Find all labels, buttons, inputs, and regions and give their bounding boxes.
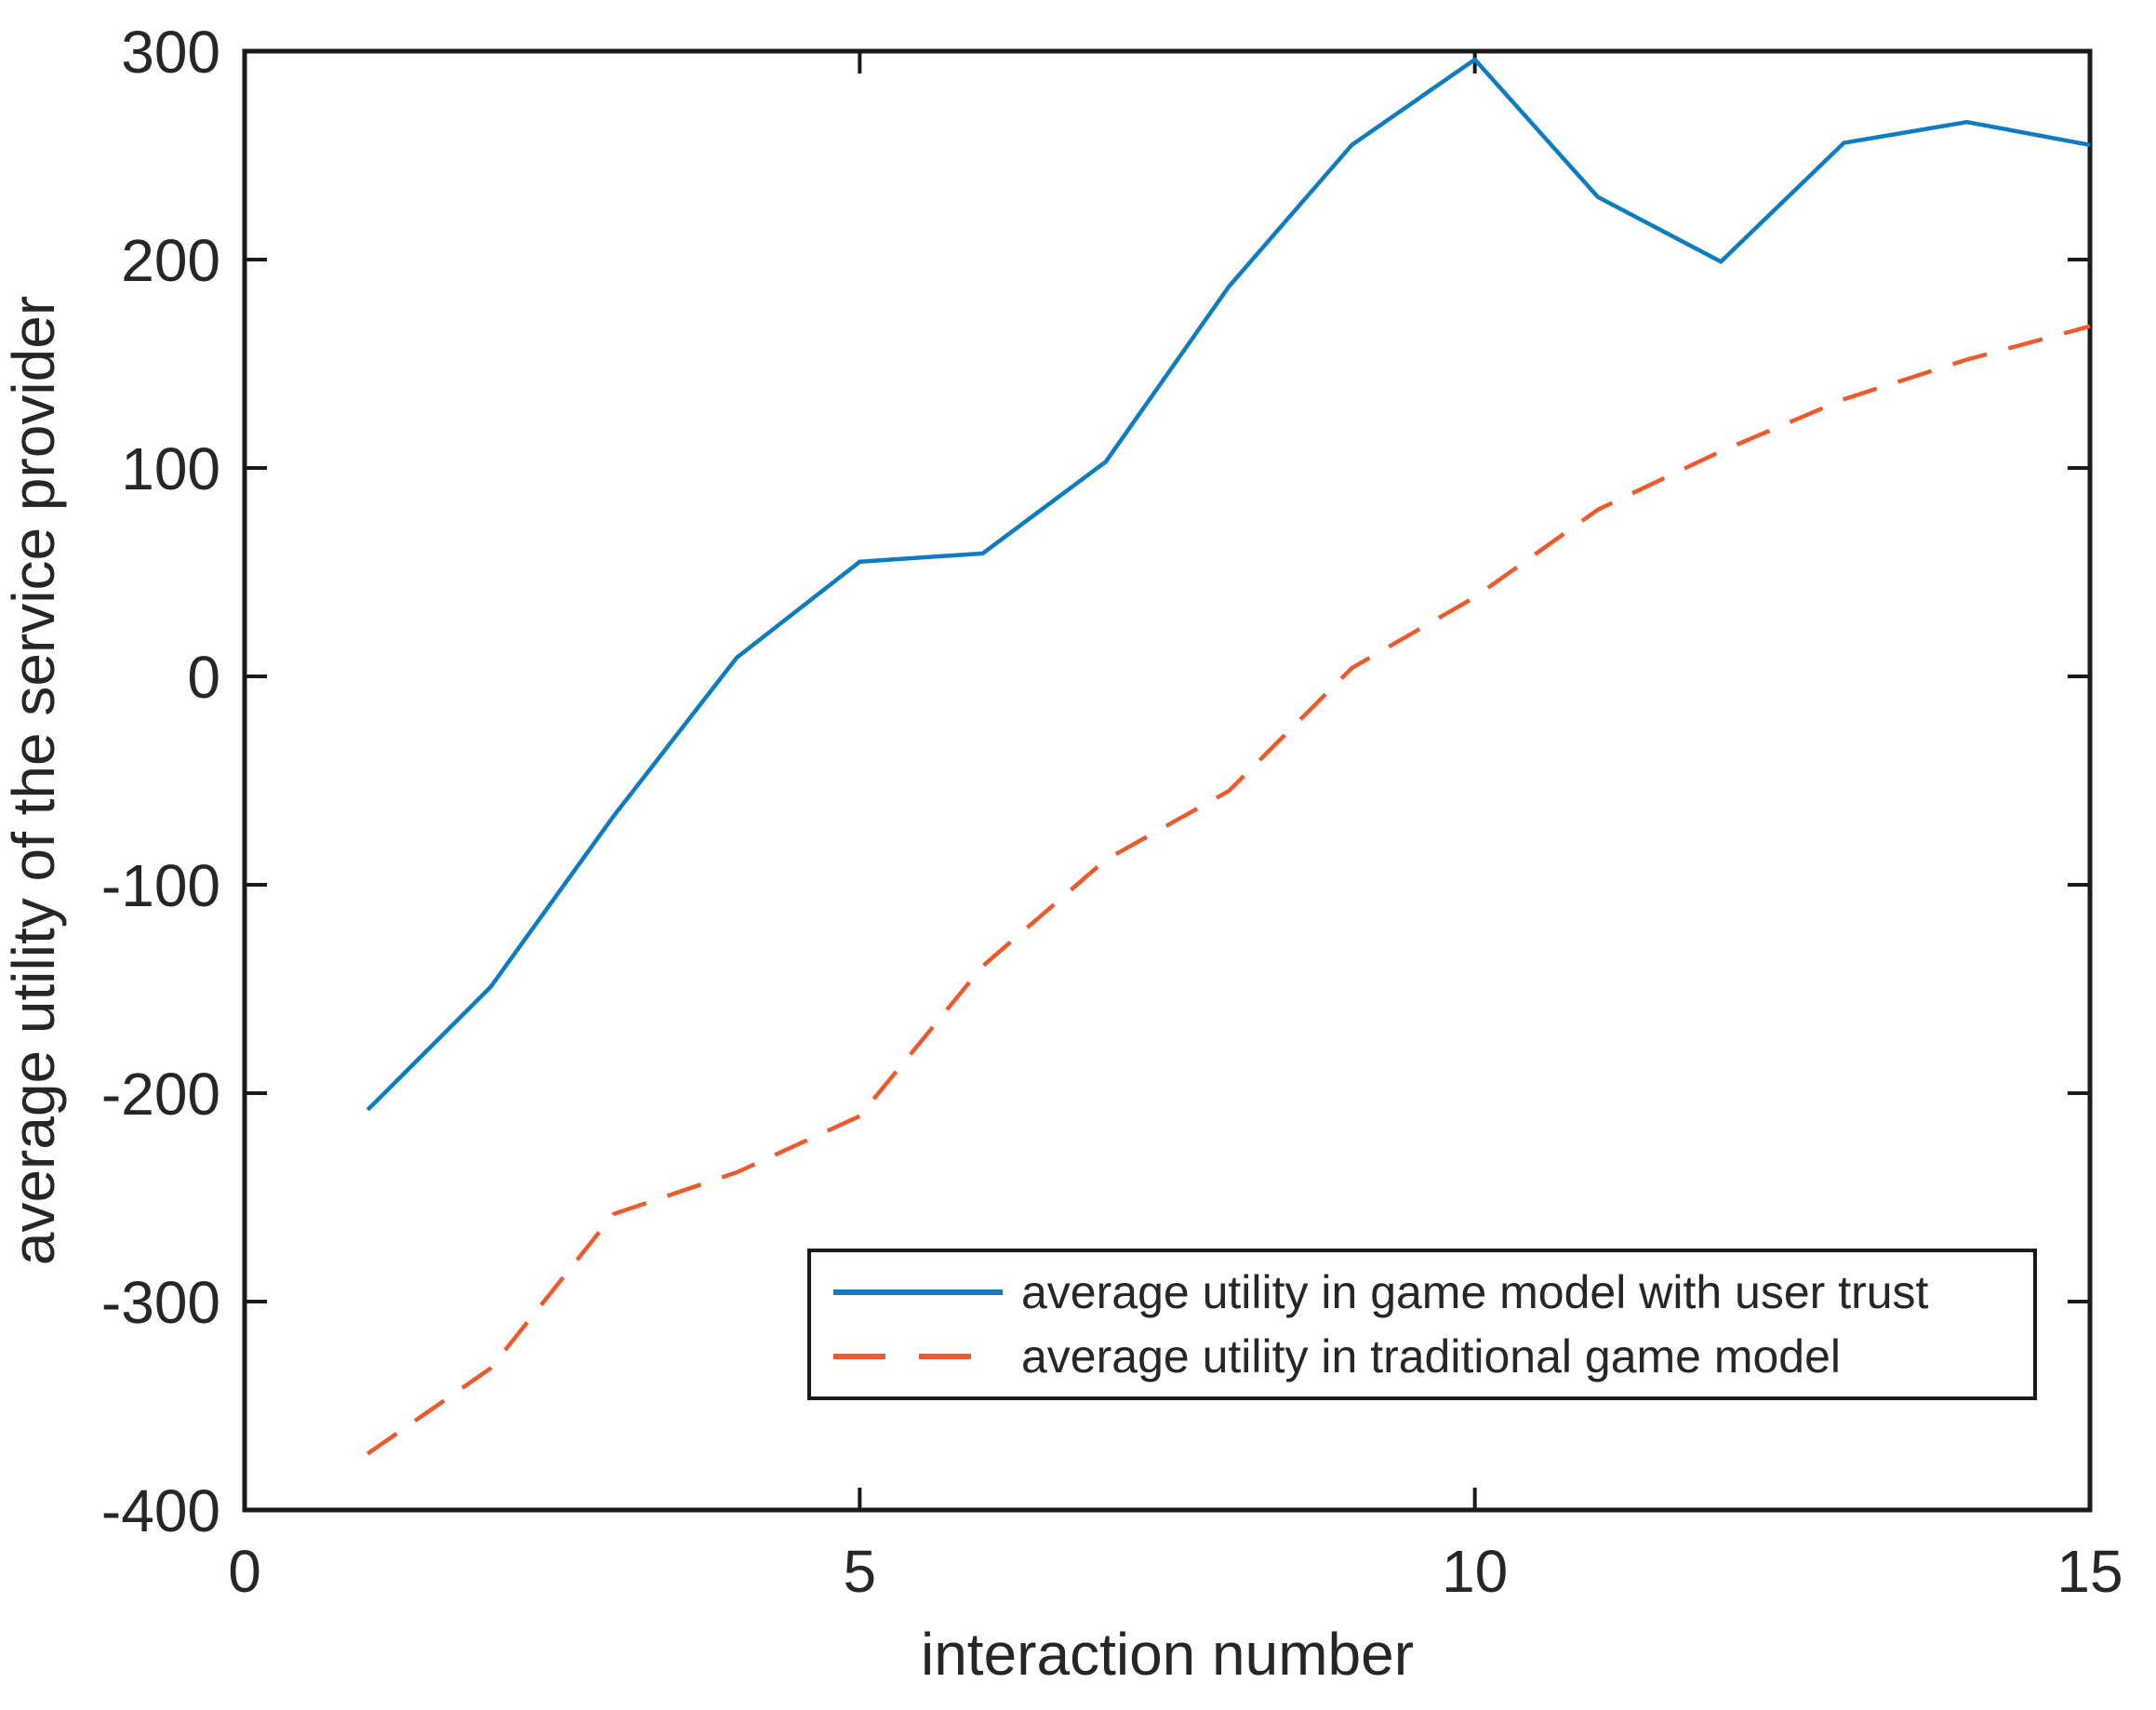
legend-label-trust: average utility in game model with user …: [1021, 1266, 1929, 1319]
series-line-trust: [366, 57, 2091, 1112]
series-line-traditional: [366, 324, 2091, 1456]
legend-line-sample-dashed: [833, 1353, 1003, 1359]
y-tick-label: 0: [187, 644, 220, 711]
y-tick-label: -200: [101, 1061, 220, 1128]
y-tick-label: -100: [101, 852, 220, 919]
y-tick-label: 100: [121, 435, 220, 502]
legend-row-traditional: average utility in traditional game mode…: [811, 1333, 2033, 1380]
legend-label-traditional: average utility in traditional game mode…: [1021, 1329, 1842, 1383]
y-tick-label: 300: [121, 19, 220, 86]
x-tick-label: 5: [844, 1538, 877, 1605]
y-tick-label: -300: [101, 1269, 220, 1336]
legend-line-sample-solid: [833, 1289, 1003, 1296]
x-tick-label: 10: [1442, 1538, 1508, 1605]
legend-row-trust: average utility in game model with user …: [811, 1269, 2033, 1316]
axes-box: [242, 48, 2093, 1513]
y-tick-label: 200: [121, 227, 220, 294]
x-tick-label: 15: [2056, 1538, 2123, 1605]
x-tick-label: 0: [228, 1538, 261, 1605]
y-tick-label: -400: [101, 1477, 220, 1544]
x-axis-title: interaction number: [921, 1621, 1414, 1688]
legend: average utility in game model with user …: [807, 1249, 2037, 1400]
y-axis-title: average utility of the service provider: [0, 296, 67, 1265]
